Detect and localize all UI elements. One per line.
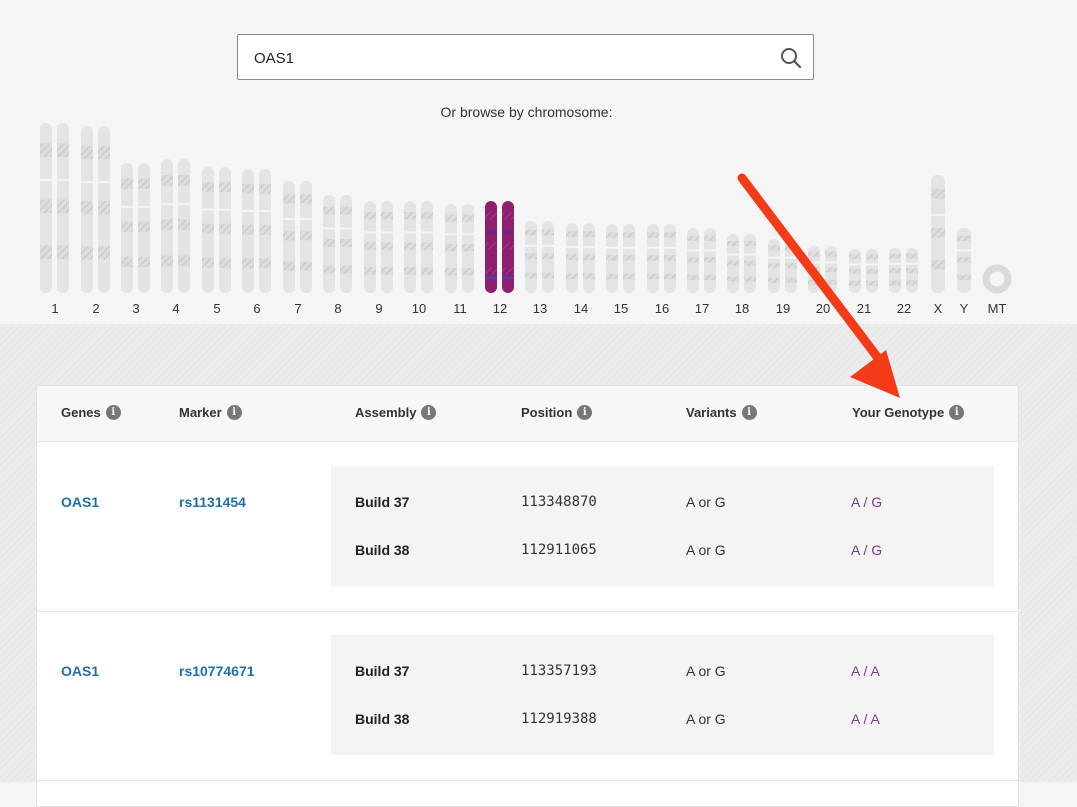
chromosome-label: 9 <box>375 301 382 316</box>
chromosome-label: 11 <box>453 301 467 316</box>
chromosome-14[interactable]: 14 <box>566 223 595 316</box>
chromosome-label: 16 <box>655 301 669 316</box>
results-table: Genes i Marker i Assembly i Position i V… <box>36 385 1019 807</box>
chromosome-19[interactable]: 19 <box>768 239 797 316</box>
header-assembly: Assembly i <box>355 405 437 420</box>
position-value: 112919388 <box>521 711 597 727</box>
info-icon[interactable]: i <box>421 405 437 420</box>
chromosome-label: 1 <box>51 301 58 316</box>
chromosome-22[interactable]: 22 <box>889 248 918 316</box>
chromosome-11[interactable]: 11 <box>445 204 474 316</box>
chromosome-7[interactable]: 7 <box>283 181 312 316</box>
genotype-value: A / G <box>851 542 883 558</box>
variants-value: A or G <box>686 494 726 510</box>
chromosome-label: 17 <box>695 301 709 316</box>
build-label: Build 37 <box>355 663 410 679</box>
chromosome-label: 13 <box>533 301 547 316</box>
info-icon[interactable]: i <box>577 405 593 420</box>
chromosome-9[interactable]: 9 <box>364 201 393 316</box>
chromosome-label: 22 <box>897 301 911 316</box>
chromosome-8[interactable]: 8 <box>323 195 352 316</box>
genotype-value: A / A <box>851 711 880 727</box>
marker-link[interactable]: rs10774671 <box>179 663 255 679</box>
chromosome-ideogram: 1 2 3 4 5 6 7 8 9 10 11 12 13 14 15 16 17 18 19 20 21 22 X Y MT <box>40 123 1012 316</box>
header-position: Position i <box>521 405 593 420</box>
chromosome-label: 14 <box>574 301 588 316</box>
table-header: Genes i Marker i Assembly i Position i V… <box>37 386 1018 442</box>
chromosome-x[interactable]: X <box>931 175 945 316</box>
chromosome-label: 4 <box>172 301 179 316</box>
search-box <box>237 34 814 81</box>
chromosome-13[interactable]: 13 <box>525 221 554 316</box>
chromosome-2[interactable]: 2 <box>81 126 110 316</box>
chromosome-label: 21 <box>857 301 871 316</box>
chromosome-label: 19 <box>776 301 790 316</box>
header-variants: Variants i <box>686 405 757 420</box>
position-value: 113348870 <box>521 494 597 510</box>
position-value: 113357193 <box>521 663 597 679</box>
assembly-block: Build 37 113348870 A or G A / G Build 38… <box>331 466 994 586</box>
assembly-block: Build 37 113357193 A or G A / A Build 38… <box>331 635 994 755</box>
chromosome-label: 18 <box>735 301 749 316</box>
chromosome-mt[interactable]: MT <box>982 264 1012 316</box>
chromosome-21[interactable]: 21 <box>849 249 878 316</box>
chromosome-label: MT <box>988 301 1007 316</box>
build-label: Build 37 <box>355 494 410 510</box>
chromosome-label: 20 <box>816 301 830 316</box>
table-row: OAS1 rs10774671 Build 37 113357193 A or … <box>37 611 1018 781</box>
table-row: OAS1 rs1131454 Build 37 113348870 A or G… <box>37 442 1018 612</box>
search-icon[interactable] <box>779 46 803 70</box>
chromosome-18[interactable]: 18 <box>727 234 756 316</box>
chromosome-y[interactable]: Y <box>957 228 971 316</box>
genotype-value: A / G <box>851 494 883 510</box>
chromosome-label: 15 <box>614 301 628 316</box>
build-label: Build 38 <box>355 542 410 558</box>
build-label: Build 38 <box>355 711 410 727</box>
gene-link[interactable]: OAS1 <box>61 663 100 679</box>
chromosome-label: 3 <box>132 301 139 316</box>
chromosome-label: 2 <box>92 301 99 316</box>
variants-value: A or G <box>686 711 726 727</box>
genotype-value: A / A <box>851 663 880 679</box>
browse-label: Or browse by chromosome: <box>440 104 613 120</box>
chromosome-label: 5 <box>213 301 220 316</box>
gene-link[interactable]: OAS1 <box>61 494 100 510</box>
chromosome-label: X <box>934 301 943 316</box>
info-icon[interactable]: i <box>741 405 757 420</box>
info-icon[interactable]: i <box>105 405 121 420</box>
position-value: 112911065 <box>521 542 597 558</box>
header-your-genotype: Your Genotype i <box>852 405 965 420</box>
header-genes: Genes i <box>61 405 121 420</box>
chromosome-20[interactable]: 20 <box>808 246 837 316</box>
chromosome-label: Y <box>960 301 969 316</box>
chromosome-10[interactable]: 10 <box>404 201 433 316</box>
variants-value: A or G <box>686 542 726 558</box>
info-icon[interactable]: i <box>949 405 965 420</box>
chromosome-17[interactable]: 17 <box>687 228 716 316</box>
variants-value: A or G <box>686 663 726 679</box>
chromosome-12[interactable]: 12 <box>485 201 514 316</box>
header-marker: Marker i <box>179 405 242 420</box>
chromosome-label: 10 <box>412 301 426 316</box>
marker-link[interactable]: rs1131454 <box>179 494 246 510</box>
chromosome-label: 6 <box>253 301 260 316</box>
chromosome-label: 8 <box>334 301 341 316</box>
chromosome-4[interactable]: 4 <box>161 159 190 316</box>
chromosome-label: 7 <box>294 301 301 316</box>
search-input[interactable] <box>252 35 776 81</box>
chromosome-6[interactable]: 6 <box>242 169 271 316</box>
info-icon[interactable]: i <box>226 405 242 420</box>
chromosome-15[interactable]: 15 <box>606 224 635 316</box>
chromosome-3[interactable]: 3 <box>121 163 150 316</box>
chromosome-5[interactable]: 5 <box>202 167 231 316</box>
chromosome-label: 12 <box>493 301 507 316</box>
chromosome-16[interactable]: 16 <box>647 224 676 316</box>
chromosome-1[interactable]: 1 <box>40 123 69 316</box>
chromosome-browser-area: Or browse by chromosome: 123456789101112… <box>0 0 1077 324</box>
